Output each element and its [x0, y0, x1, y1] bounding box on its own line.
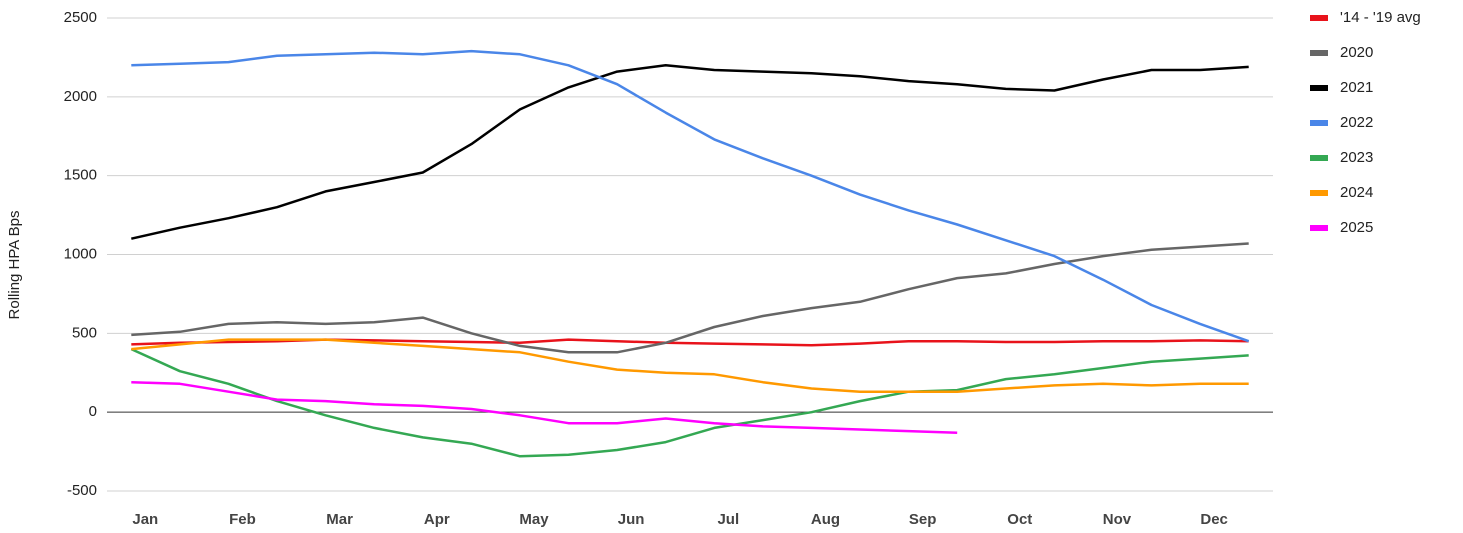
x-tick-label: Aug	[811, 511, 840, 528]
legend-swatch	[1310, 225, 1328, 231]
legend-label: 2025	[1340, 219, 1373, 236]
y-tick-label: 2000	[64, 88, 97, 105]
legend-swatch	[1310, 15, 1328, 21]
y-tick-label: -500	[67, 482, 97, 499]
legend-label: 2022	[1340, 114, 1373, 131]
legend-label: 2020	[1340, 44, 1373, 61]
legend-swatch	[1310, 50, 1328, 56]
x-tick-label: Sep	[909, 511, 937, 528]
legend-swatch	[1310, 155, 1328, 161]
y-tick-label: 0	[89, 403, 97, 420]
series-line	[130, 347, 1249, 458]
y-tick-label: 1500	[64, 167, 97, 184]
x-tick-label: Nov	[1103, 511, 1132, 528]
x-tick-label: Jan	[132, 511, 158, 528]
legend-label: 2024	[1340, 184, 1373, 201]
legend-label: 2023	[1340, 149, 1373, 166]
y-tick-label: 2500	[64, 9, 97, 26]
x-tick-label: Dec	[1200, 511, 1228, 528]
legend-swatch	[1310, 190, 1328, 196]
x-tick-label: Jun	[618, 511, 645, 528]
x-tick-label: May	[519, 511, 549, 528]
series-line	[131, 49, 1250, 343]
y-tick-label: 500	[72, 324, 97, 341]
legend-swatch	[1310, 120, 1328, 126]
series-line	[131, 242, 1249, 354]
x-tick-label: Oct	[1007, 511, 1032, 528]
series-line	[131, 380, 958, 434]
x-tick-label: Apr	[424, 511, 450, 528]
legend-swatch	[1310, 85, 1328, 91]
series-line	[131, 338, 1249, 393]
series-line	[131, 64, 1249, 240]
legend-label: '14 - '19 avg	[1340, 9, 1421, 26]
x-tick-label: Jul	[717, 511, 739, 528]
legend-label: 2021	[1340, 79, 1373, 96]
x-tick-label: Mar	[326, 511, 353, 528]
y-axis-label: Rolling HPA Bps	[6, 211, 23, 320]
y-tick-label: 1000	[64, 245, 97, 262]
x-tick-label: Feb	[229, 511, 256, 528]
